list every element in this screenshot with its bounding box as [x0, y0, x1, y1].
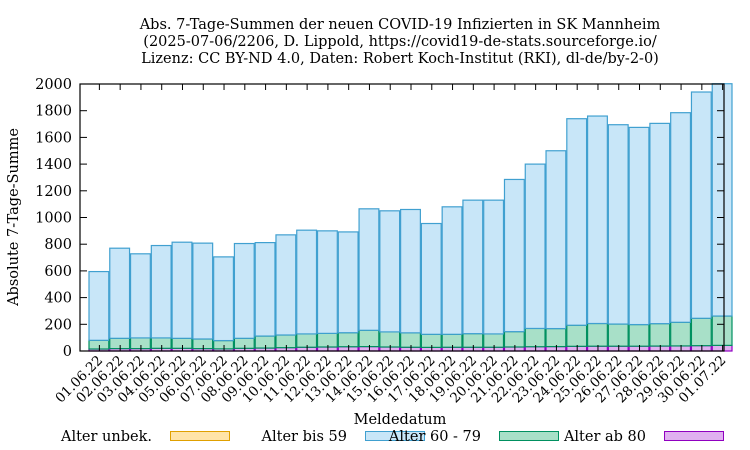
bar-2-10 — [296, 333, 318, 348]
bar-3-16 — [420, 222, 442, 335]
bar-3-10 — [296, 229, 318, 335]
axes-layer: 020040060080010001200140016001800200001.… — [35, 77, 729, 406]
bar-2-29 — [690, 317, 712, 347]
bar-3-5 — [192, 242, 214, 340]
y-tick-label-2: 400 — [44, 291, 72, 307]
bar-2-3 — [150, 337, 172, 349]
bar-3-17 — [441, 206, 463, 335]
legend-swatch-60-79 — [499, 431, 559, 441]
bar-3-12 — [337, 231, 359, 334]
bar-3-26 — [628, 126, 650, 326]
bar-3-8 — [254, 242, 276, 337]
bar-2-21 — [524, 327, 546, 348]
y-tick-label-6: 1200 — [35, 184, 72, 200]
bar-3-28 — [670, 112, 692, 323]
bar-3-0 — [88, 270, 110, 341]
bar-1-26 — [628, 345, 650, 352]
bar-2-26 — [628, 323, 650, 347]
bar-3-19 — [483, 199, 505, 335]
legend-label-unbek: Alter unbek. — [61, 429, 152, 445]
bar-2-15 — [400, 332, 421, 348]
y-tick-label-0: 0 — [63, 344, 72, 360]
bar-3-13 — [358, 208, 380, 331]
legend-item-bis59: Alter bis 59 — [0, 429, 425, 445]
bar-3-2 — [129, 253, 151, 339]
bar-3-1 — [109, 247, 131, 339]
title-line-1: Abs. 7-Tage-Summen der neuen COVID-19 In… — [139, 17, 661, 33]
bar-3-29 — [690, 91, 712, 319]
bars-layer — [88, 83, 733, 352]
bar-2-2 — [129, 337, 151, 350]
legend-label-bis59: Alter bis 59 — [261, 429, 347, 445]
y-tick-label-3: 600 — [44, 264, 72, 280]
legend-swatch-unbek — [170, 431, 230, 441]
bar-2-25 — [607, 323, 629, 347]
bar-2-7 — [233, 337, 255, 349]
bar-2-5 — [192, 338, 214, 350]
bar-1-13 — [358, 345, 380, 352]
bar-3-3 — [150, 244, 172, 339]
legend-swatch-ab80 — [664, 431, 724, 441]
legend-item-60-79: Alter 60 - 79 — [0, 429, 559, 445]
y-tick-label-4: 800 — [44, 237, 72, 253]
bar-3-9 — [275, 234, 297, 336]
title-line-2: (2025-07-06/2206, D. Lippold, https://co… — [143, 34, 657, 50]
legend-label-ab80: Alter ab 80 — [563, 429, 646, 445]
bar-2-30 — [711, 315, 733, 346]
bar-3-22 — [545, 150, 567, 330]
x-axis-label: Meldedatum — [353, 412, 447, 428]
y-tick-label-9: 1800 — [35, 104, 72, 120]
bar-2-13 — [358, 329, 380, 348]
bar-1-22 — [545, 345, 567, 352]
bar-2-1 — [109, 337, 131, 350]
bar-1-21 — [524, 346, 546, 352]
y-tick-label-8: 1600 — [35, 130, 72, 146]
bar-3-23 — [566, 118, 588, 326]
bar-2-20 — [503, 331, 525, 348]
bar-2-14 — [379, 331, 401, 348]
bar-2-12 — [337, 332, 359, 348]
bar-3-30 — [711, 83, 733, 317]
bar-2-8 — [254, 335, 276, 349]
bar-3-21 — [524, 163, 546, 330]
legend-item-unbek: Alter unbek. — [0, 429, 230, 445]
legend-label-60-79: Alter 60 - 79 — [388, 429, 481, 445]
bar-1-27 — [649, 345, 671, 352]
y-tick-label-1: 200 — [44, 317, 72, 333]
bar-2-19 — [483, 333, 505, 348]
bar-3-25 — [607, 124, 629, 325]
title-line-3: Lizenz: CC BY-ND 4.0, Daten: Robert Koch… — [141, 51, 659, 67]
bar-3-24 — [586, 115, 608, 325]
bar-3-7 — [233, 242, 255, 339]
bar-3-4 — [171, 241, 193, 339]
bar-3-20 — [503, 178, 525, 333]
bar-2-24 — [586, 322, 608, 347]
y-axis-label: Absolute 7-Tage-Summe — [6, 128, 22, 306]
bar-3-15 — [400, 208, 421, 334]
bar-3-14 — [379, 210, 401, 333]
bar-2-22 — [545, 327, 567, 348]
bar-2-23 — [566, 324, 588, 347]
bar-2-28 — [670, 321, 692, 347]
bar-1-24 — [586, 345, 608, 352]
y-tick-label-10: 2000 — [35, 77, 72, 93]
bar-3-18 — [462, 199, 484, 335]
legend-item-ab80: Alter ab 80 — [0, 429, 724, 445]
legend-swatch-bis59 — [365, 431, 425, 441]
bar-1-12 — [337, 346, 359, 352]
bar-1-25 — [607, 345, 629, 352]
bar-2-27 — [649, 323, 671, 347]
bar-2-17 — [441, 333, 463, 348]
bar-2-11 — [316, 332, 338, 348]
y-tick-label-7: 1400 — [35, 157, 72, 173]
bar-3-11 — [316, 230, 338, 334]
y-tick-label-5: 1000 — [35, 211, 72, 227]
bar-3-6 — [213, 256, 235, 342]
bar-1-29 — [690, 345, 712, 352]
bar-3-27 — [649, 122, 671, 325]
bar-2-0 — [88, 339, 110, 350]
